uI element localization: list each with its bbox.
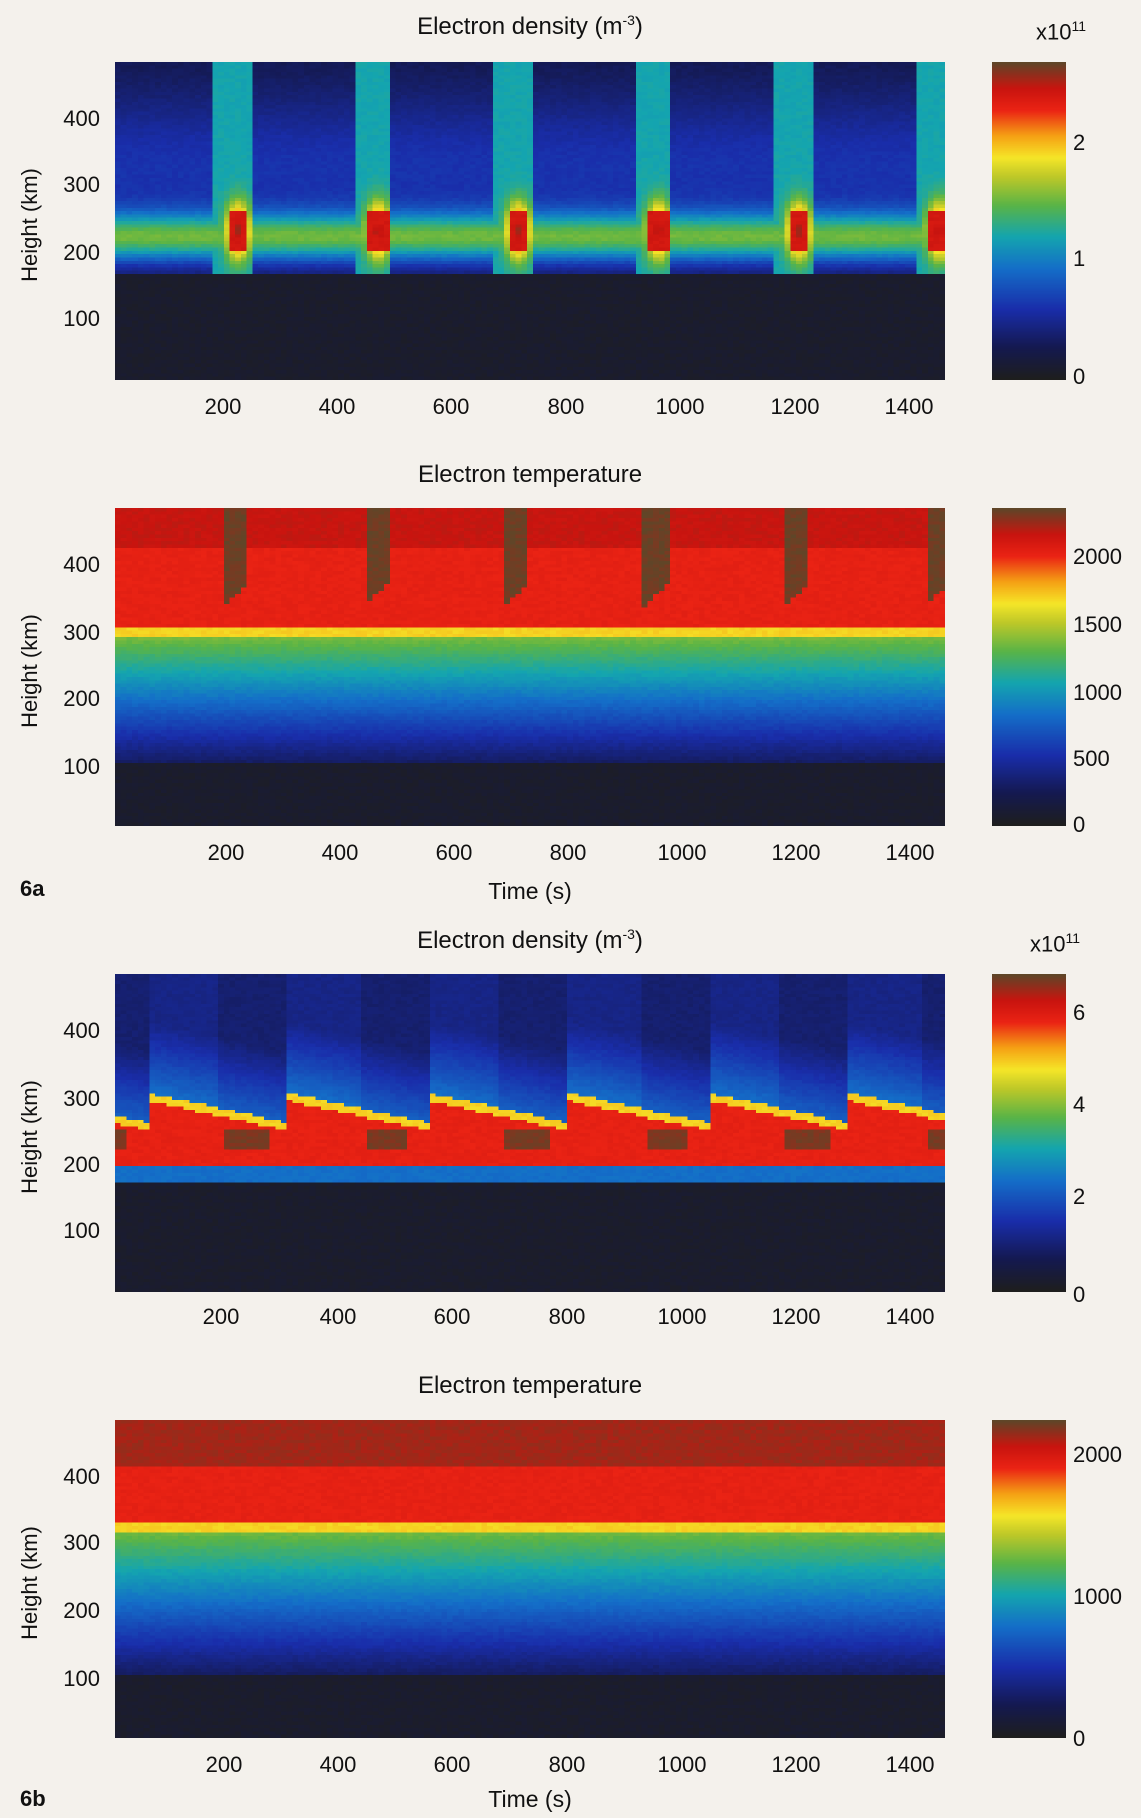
colorbar-tick: 0 <box>1073 1726 1085 1752</box>
x-tick: 1000 <box>640 394 720 420</box>
colorbar <box>992 974 1066 1292</box>
heatmap-plot <box>115 974 945 1292</box>
x-tick: 1000 <box>642 1304 722 1330</box>
x-tick: 800 <box>527 1304 607 1330</box>
y-tick: 400 <box>40 1018 100 1044</box>
colorbar-tick: 2 <box>1073 130 1085 156</box>
y-tick: 400 <box>40 552 100 578</box>
chart-title: Electron temperature <box>115 1372 945 1400</box>
y-tick: 400 <box>40 1464 100 1490</box>
heatmap-canvas <box>115 508 945 826</box>
x-tick: 800 <box>528 840 608 866</box>
colorbar-tick: 2000 <box>1073 1442 1122 1468</box>
heatmap-plot <box>115 62 945 380</box>
colorbar-exponent: x1011 <box>1036 18 1086 45</box>
x-tick: 1000 <box>642 840 722 866</box>
chart-title: Electron density (m-3) <box>115 926 945 955</box>
colorbar <box>992 508 1066 826</box>
y-tick: 200 <box>40 1598 100 1624</box>
colorbar-canvas <box>992 974 1066 1292</box>
y-tick: 300 <box>40 1086 100 1112</box>
colorbar-tick: 0 <box>1073 364 1085 390</box>
x-tick: 600 <box>412 1752 492 1778</box>
chart-title: Electron density (m-3) <box>115 12 945 41</box>
heatmap-plot <box>115 508 945 826</box>
colorbar-canvas <box>992 62 1066 380</box>
colorbar-tick: 500 <box>1073 746 1110 772</box>
y-tick: 300 <box>40 172 100 198</box>
y-tick: 400 <box>40 106 100 132</box>
x-tick: 1400 <box>869 394 949 420</box>
y-tick: 100 <box>40 306 100 332</box>
colorbar <box>992 62 1066 380</box>
colorbar-tick: 2000 <box>1073 544 1122 570</box>
x-tick: 1200 <box>756 1752 836 1778</box>
colorbar-tick: 1000 <box>1073 680 1122 706</box>
colorbar <box>992 1420 1066 1738</box>
x-tick: 800 <box>527 1752 607 1778</box>
x-tick: 200 <box>181 1304 261 1330</box>
y-tick: 100 <box>40 1666 100 1692</box>
heatmap-canvas <box>115 974 945 1292</box>
x-tick: 800 <box>526 394 606 420</box>
x-tick: 1400 <box>870 840 950 866</box>
x-tick: 400 <box>298 1752 378 1778</box>
y-axis-label: Height (km) <box>17 571 43 771</box>
x-tick: 1200 <box>756 1304 836 1330</box>
x-tick: 1400 <box>870 1304 950 1330</box>
x-tick: 1000 <box>642 1752 722 1778</box>
x-axis-label: Time (s) <box>430 1786 630 1813</box>
y-tick: 300 <box>40 1530 100 1556</box>
colorbar-tick: 1500 <box>1073 612 1122 638</box>
x-tick: 1400 <box>870 1752 950 1778</box>
x-tick: 400 <box>297 394 377 420</box>
y-axis-label: Height (km) <box>17 1037 43 1237</box>
y-tick: 200 <box>40 240 100 266</box>
colorbar-tick: 0 <box>1073 812 1085 838</box>
colorbar-tick: 1 <box>1073 246 1085 272</box>
panel-label: 6b <box>20 1786 46 1812</box>
chart-title: Electron temperature <box>115 461 945 489</box>
heatmap-plot <box>115 1420 945 1738</box>
heatmap-canvas <box>115 1420 945 1738</box>
colorbar-tick: 6 <box>1073 1000 1085 1026</box>
colorbar-tick: 1000 <box>1073 1584 1122 1610</box>
x-tick: 200 <box>184 1752 264 1778</box>
colorbar-canvas <box>992 508 1066 826</box>
x-tick: 600 <box>414 840 494 866</box>
x-tick: 200 <box>183 394 263 420</box>
colorbar-tick: 4 <box>1073 1092 1085 1118</box>
y-tick: 100 <box>40 754 100 780</box>
colorbar-exponent: x1011 <box>1030 930 1080 957</box>
y-tick: 100 <box>40 1218 100 1244</box>
y-tick: 200 <box>40 686 100 712</box>
heatmap-canvas <box>115 62 945 380</box>
x-tick: 400 <box>298 1304 378 1330</box>
x-tick: 1200 <box>756 840 836 866</box>
y-tick: 200 <box>40 1152 100 1178</box>
colorbar-canvas <box>992 1420 1066 1738</box>
x-tick: 600 <box>412 1304 492 1330</box>
x-axis-label: Time (s) <box>430 878 630 905</box>
y-axis-label: Height (km) <box>17 125 43 325</box>
y-tick: 300 <box>40 620 100 646</box>
y-axis-label: Height (km) <box>17 1483 43 1683</box>
x-tick: 400 <box>300 840 380 866</box>
x-tick: 1200 <box>755 394 835 420</box>
colorbar-tick: 2 <box>1073 1184 1085 1210</box>
x-tick: 200 <box>186 840 266 866</box>
x-tick: 600 <box>411 394 491 420</box>
colorbar-tick: 0 <box>1073 1282 1085 1308</box>
panel-label: 6a <box>20 876 44 902</box>
